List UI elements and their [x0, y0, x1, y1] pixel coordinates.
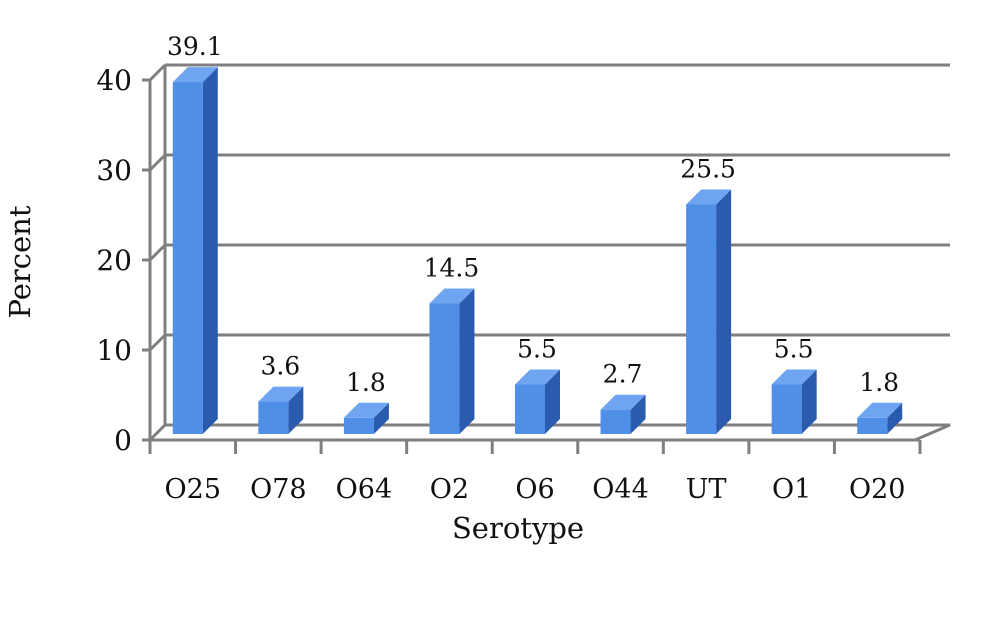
bar-layer [172, 67, 903, 434]
x-tick-label: O78 [250, 474, 307, 505]
x-tick-label: O44 [592, 474, 649, 505]
grid-layer [142, 63, 951, 454]
label-layer: 0 10 20 30 40 39.1 O25 3.6 O78 1.8 O64 14.5 O2 5.5 O6 2… [96, 32, 905, 505]
bar-front [343, 417, 374, 434]
data-label: 1.8 [859, 368, 899, 397]
bar-top [771, 369, 817, 385]
gridline-side [148, 243, 167, 262]
bar-front [600, 409, 631, 434]
y-tick-label: 10 [96, 334, 132, 367]
x-tick-label: O64 [336, 474, 393, 505]
bar-O78 [258, 386, 304, 434]
x-tick-label: O1 [772, 474, 811, 505]
bar-front [771, 384, 802, 434]
bar-O2 [429, 288, 475, 434]
bar-front [515, 384, 545, 434]
x-tick-label: UT [686, 474, 727, 505]
bar-side [716, 189, 732, 434]
bar-O25 [172, 67, 218, 434]
bar-front [857, 417, 888, 434]
bar-top [172, 67, 218, 83]
y-axis-title: Percent [3, 205, 37, 318]
bar-front [258, 401, 289, 434]
bar-front [429, 303, 460, 434]
data-label: 3.6 [260, 352, 300, 381]
bar-O20 [857, 402, 903, 434]
bar-UT [686, 189, 732, 434]
bar-side [630, 394, 646, 434]
bar-O44 [600, 394, 646, 434]
bar-side [459, 288, 475, 434]
y-tick-label: 20 [96, 244, 132, 277]
data-label: 5.5 [774, 335, 814, 364]
x-tick-label: O2 [430, 474, 469, 505]
bar-side [801, 369, 817, 434]
x-tick-label: O20 [849, 474, 906, 505]
bar-front [172, 82, 203, 434]
bar-side [545, 369, 560, 434]
bar-top [600, 394, 646, 410]
data-label: 5.5 [517, 335, 557, 364]
bar-top [515, 369, 560, 385]
bar-top [343, 402, 389, 418]
data-label: 14.5 [424, 254, 480, 283]
bar-front [686, 204, 717, 434]
data-label: 25.5 [680, 155, 736, 184]
x-tick-label: O25 [165, 474, 222, 505]
data-label: 39.1 [167, 32, 223, 61]
gridline-side [148, 63, 167, 82]
bar-side [202, 67, 218, 434]
bar-O64 [343, 402, 389, 434]
x-tick-label: O6 [515, 474, 554, 505]
gridline-side [148, 153, 167, 172]
bar-top [258, 386, 304, 402]
bar-O1 [771, 369, 817, 434]
y-tick-label: 0 [114, 424, 132, 457]
bar-side [887, 402, 903, 434]
data-label: 1.8 [346, 368, 386, 397]
x-axis-title: Serotype [452, 511, 584, 545]
gridline-side [148, 333, 167, 352]
y-tick-label: 40 [96, 64, 132, 97]
bar-side [288, 386, 304, 434]
data-label: 2.7 [603, 360, 643, 389]
bar-top [686, 189, 732, 205]
y-tick-label: 30 [96, 154, 132, 187]
bar-top [857, 402, 903, 418]
bar-top [429, 288, 475, 304]
bar-O6 [515, 369, 560, 434]
bar-side [373, 402, 389, 434]
